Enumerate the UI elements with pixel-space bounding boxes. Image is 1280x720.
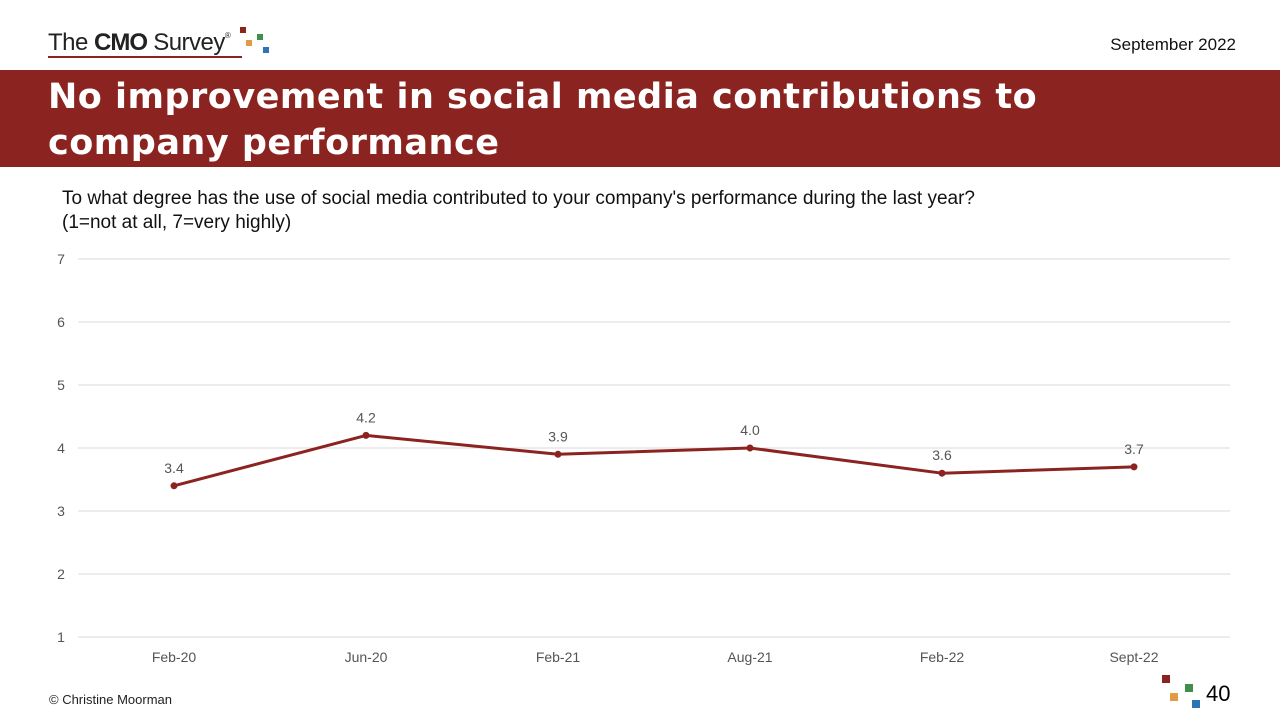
title-banner: No improvement in social media contribut…	[0, 70, 1280, 167]
data-point	[746, 444, 754, 452]
corner-square-orange	[1170, 693, 1178, 701]
y-tick-label: 1	[57, 629, 65, 645]
report-date: September 2022	[1110, 35, 1236, 54]
page-number: 40	[1206, 681, 1231, 706]
cmo-survey-logo: The CMO Survey®	[48, 26, 288, 58]
logo-square-orange	[246, 40, 252, 46]
data-labels: 3.4 4.2 3.9 4.0 3.6 3.7	[164, 409, 1144, 475]
series-layer	[170, 431, 1138, 490]
data-point	[1130, 463, 1138, 471]
data-label: 4.2	[356, 409, 376, 425]
x-tick-label: Feb-21	[536, 649, 581, 665]
y-tick-label: 2	[57, 566, 65, 582]
question-text: To what degree has the use of social med…	[62, 188, 975, 209]
logo-square-green	[257, 34, 263, 40]
logo-square-blue	[263, 47, 269, 53]
corner-square-green	[1185, 684, 1193, 692]
y-tick-label: 5	[57, 377, 65, 393]
logo-survey: Survey	[153, 29, 225, 56]
y-axis-ticks: 1 2 3 4 5 6 7	[57, 251, 65, 645]
logo-underline	[48, 56, 242, 58]
line-chart: 1 2 3 4 5 6 7 Feb-20 Jun-20 Feb-21 Aug-21 Feb-22 Se…	[57, 251, 1230, 665]
data-label: 3.4	[164, 460, 184, 476]
gridlines	[78, 258, 1230, 638]
data-point	[362, 431, 370, 439]
x-tick-label: Feb-22	[920, 649, 965, 665]
slide-title: No improvement in social media contribut…	[48, 77, 1038, 163]
x-tick-label: Feb-20	[152, 649, 197, 665]
survey-question: To what degree has the use of social med…	[62, 187, 1162, 235]
x-tick-label: Aug-21	[727, 649, 772, 665]
series-line	[173, 433, 1135, 488]
data-label: 3.9	[548, 428, 568, 444]
corner-square-red	[1162, 675, 1170, 683]
logo-wordmark: The CMO Survey®	[48, 29, 231, 57]
logo-the: The	[48, 29, 88, 56]
data-point	[170, 482, 178, 490]
question-scale: (1=not at all, 7=very highly)	[62, 212, 292, 233]
y-tick-label: 6	[57, 314, 65, 330]
copyright-notice: © Christine Moorman	[49, 692, 173, 707]
corner-square-blue	[1192, 700, 1200, 708]
y-tick-label: 3	[57, 503, 65, 519]
data-label: 3.7	[1124, 441, 1144, 457]
data-label: 4.0	[740, 422, 760, 438]
logo-cmo: CMO	[94, 29, 148, 56]
x-tick-label: Sept-22	[1109, 649, 1158, 665]
data-label: 3.6	[932, 447, 952, 463]
logo-square-red	[240, 27, 246, 33]
logo-registered-mark: ®	[224, 31, 231, 40]
x-axis-ticks: Feb-20 Jun-20 Feb-21 Aug-21 Feb-22 Sept-22	[152, 649, 1159, 665]
y-tick-label: 7	[57, 251, 65, 267]
x-tick-label: Jun-20	[345, 649, 388, 665]
data-point	[938, 469, 946, 477]
y-tick-label: 4	[57, 440, 65, 456]
data-point	[554, 450, 562, 458]
